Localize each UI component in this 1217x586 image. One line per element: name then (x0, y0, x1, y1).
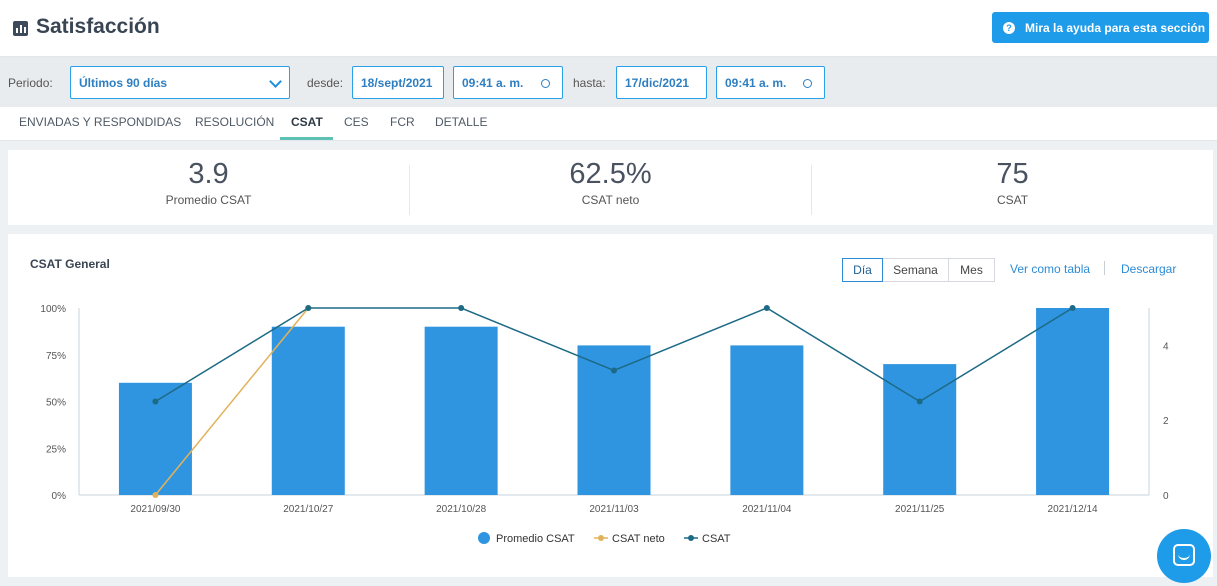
y-left-tick-label: 50% (46, 398, 66, 409)
help-button[interactable]: ? Mira la ayuda para esta sección (992, 12, 1209, 43)
page-title: Satisfacción (36, 15, 160, 38)
clock-icon (541, 79, 550, 88)
kpi-panel: 3.9 Promedio CSAT 62.5% CSAT neto 75 CSA… (8, 150, 1213, 225)
tab-detalle[interactable]: DETALLE (435, 115, 488, 129)
y-left-tick-label: 75% (46, 351, 66, 362)
x-tick-label: 2021/10/27 (283, 504, 333, 515)
to-time-input[interactable]: 09:41 a. m. (716, 66, 825, 99)
granularity-month-button[interactable]: Mes (948, 258, 995, 282)
data-point (305, 305, 312, 311)
x-tick-label: 2021/11/04 (742, 504, 792, 515)
active-tab-indicator (280, 137, 333, 140)
chevron-down-icon (269, 75, 282, 88)
filters-bar: Periodo: Últimos 90 días desde: 18/sept/… (0, 57, 1217, 107)
granularity-week-button[interactable]: Semana (882, 258, 949, 282)
kpi-label: Promedio CSAT (165, 193, 252, 207)
bar (271, 326, 345, 495)
y-left-tick-label: 100% (40, 304, 66, 315)
legend-label: Promedio CSAT (496, 533, 575, 545)
kpi-value: 75 (996, 158, 1029, 190)
tab-fcr[interactable]: FCR (390, 115, 415, 129)
tab-bar: ENVIADAS Y RESPONDIDAS RESOLUCIÓN CSAT C… (0, 107, 1217, 141)
from-time-value: 09:41 a. m. (462, 75, 524, 90)
data-point (611, 367, 617, 374)
question-icon: ? (1003, 21, 1015, 34)
kpi-promedio-csat: 3.9 Promedio CSAT (8, 150, 409, 225)
data-point (152, 492, 159, 498)
page-header: Satisfacción ? Mira la ayuda para esta s… (0, 0, 1217, 57)
divider (811, 165, 812, 215)
to-time-value: 09:41 a. m. (725, 75, 787, 90)
chat-icon (1173, 544, 1195, 566)
to-date-input[interactable]: 17/dic/2021 (616, 66, 707, 99)
kpi-value: 3.9 (188, 158, 229, 190)
chat-launcher-button[interactable] (1157, 529, 1211, 583)
kpi-label: CSAT (996, 193, 1029, 207)
legend-swatch (478, 532, 490, 544)
tab-enviadas[interactable]: ENVIADAS Y RESPONDIDAS (19, 115, 182, 129)
divider (409, 165, 410, 215)
to-date-value: 17/dic/2021 (625, 75, 690, 90)
data-point (916, 398, 923, 405)
divider (1104, 261, 1105, 275)
kpi-label: CSAT neto (581, 193, 640, 207)
y-right-tick-label: 4 (1163, 341, 1169, 352)
legend-swatch (598, 535, 604, 541)
chart-card: CSAT General Día Semana Mes Ver como tab… (8, 234, 1213, 577)
y-right-tick-label: 2 (1163, 416, 1169, 427)
y-right-tick-label: 0 (1163, 491, 1169, 502)
series-line (154, 307, 309, 496)
from-time-input[interactable]: 09:41 a. m. (453, 66, 563, 99)
bar (1036, 308, 1110, 495)
kpi-csat: 75 CSAT (812, 150, 1213, 225)
view-table-link[interactable]: Ver como tabla (1010, 262, 1091, 276)
granularity-day-button[interactable]: Día (842, 258, 883, 282)
chat-smile-icon (1178, 554, 1190, 560)
tab-ces[interactable]: CES (344, 115, 369, 129)
bar (730, 345, 804, 495)
y-left-tick-label: 25% (46, 444, 66, 455)
x-tick-label: 2021/10/28 (436, 504, 486, 515)
from-date-input[interactable]: 18/sept/2021 (352, 66, 444, 99)
data-point (152, 398, 159, 405)
clock-icon (803, 79, 812, 88)
data-point (1069, 305, 1076, 311)
help-button-label: Mira la ayuda para esta sección (1025, 20, 1206, 35)
period-select[interactable]: Últimos 90 días (70, 66, 290, 99)
x-tick-label: 2021/11/03 (589, 504, 639, 515)
legend-label: CSAT neto (612, 533, 665, 545)
from-label: desde: (307, 76, 344, 90)
bar (424, 326, 498, 495)
y-left-tick-label: 0% (52, 491, 67, 502)
x-tick-label: 2021/12/14 (1048, 504, 1098, 515)
x-tick-label: 2021/11/25 (895, 504, 945, 515)
tab-resolucion[interactable]: RESOLUCIÓN (195, 115, 275, 129)
bar-chart-icon (13, 21, 28, 36)
from-date-value: 18/sept/2021 (361, 75, 433, 90)
x-tick-label: 2021/09/30 (130, 504, 180, 515)
chart-title: CSAT General (30, 257, 110, 271)
data-point (458, 305, 465, 311)
csat-chart: 0% 25% 50% 75% 100% 0 2 4 2021/09/30 2021/10/27 20… (40, 304, 1169, 545)
to-label: hasta: (573, 76, 606, 90)
kpi-csat-neto: 62.5% CSAT neto (410, 150, 811, 225)
tab-csat[interactable]: CSAT (291, 115, 323, 129)
download-link[interactable]: Descargar (1121, 262, 1177, 276)
legend-swatch (688, 535, 694, 541)
legend-label: CSAT (702, 533, 731, 545)
data-point (763, 305, 770, 311)
period-value: Últimos 90 días (79, 75, 168, 90)
kpi-value: 62.5% (569, 158, 652, 190)
bar (883, 364, 957, 495)
period-label: Periodo: (8, 76, 53, 90)
